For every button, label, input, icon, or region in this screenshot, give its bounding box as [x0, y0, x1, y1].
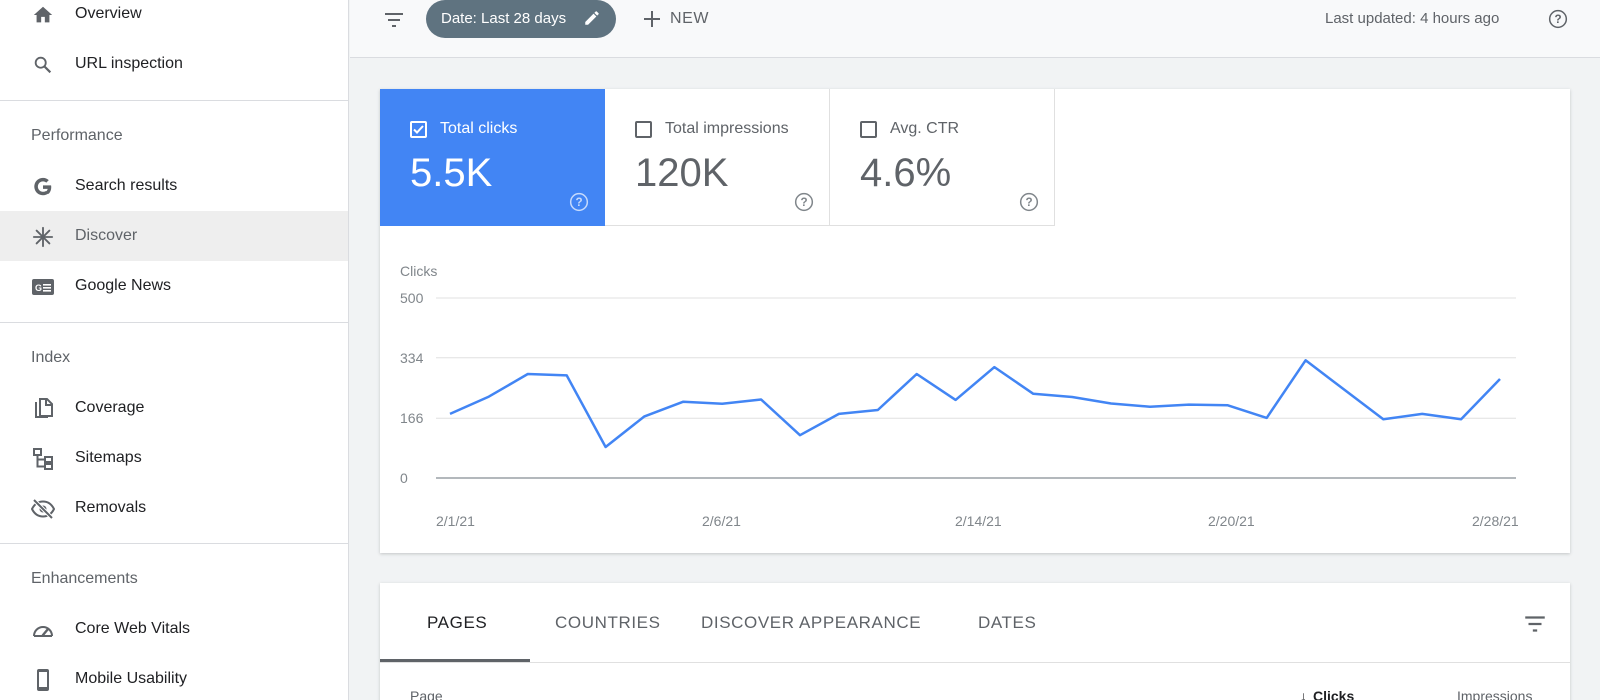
top-bar: Date: Last 28 days NEW Last updated: 4 h…: [350, 0, 1600, 58]
date-filter-chip[interactable]: Date: Last 28 days: [426, 0, 616, 38]
eye-off-icon: [31, 497, 55, 521]
svg-text:G: G: [35, 283, 42, 293]
checkbox-checked-icon[interactable]: [410, 121, 427, 138]
metric-label: Total clicks: [440, 120, 518, 137]
column-header-clicks-label: Clicks: [1313, 688, 1355, 700]
filter-icon[interactable]: [380, 6, 408, 34]
metric-label: Avg. CTR: [890, 120, 960, 137]
metric-total-clicks[interactable]: Total clicks 5.5K ?: [380, 89, 605, 226]
y-tick-label: 166: [400, 410, 424, 426]
sidebar-item-label: URL inspection: [75, 55, 183, 72]
metric-total-impressions[interactable]: Total impressions 120K ?: [605, 89, 830, 226]
search-icon: [31, 53, 55, 77]
table-filter-icon[interactable]: [1522, 611, 1548, 637]
sidebar-item-discover[interactable]: Discover: [0, 211, 348, 261]
help-icon[interactable]: ?: [1548, 9, 1568, 29]
section-heading-index: Index: [31, 349, 71, 366]
metric-label: Total impressions: [665, 120, 789, 137]
y-tick-label: 0: [400, 470, 408, 486]
phone-icon: [31, 668, 55, 692]
tab-countries[interactable]: COUNTRIES: [555, 612, 661, 632]
sidebar-item-sitemaps[interactable]: Sitemaps: [0, 433, 348, 483]
news-icon: G: [31, 275, 55, 299]
plus-icon: [640, 7, 664, 31]
sidebar-item-label: Coverage: [75, 399, 145, 416]
sidebar: Overview URL inspection Performance Sear…: [0, 0, 349, 700]
svg-text:?: ?: [575, 196, 582, 209]
sidebar-item-label: Removals: [75, 499, 147, 516]
column-header-clicks[interactable]: ↓ Clicks: [1300, 688, 1354, 700]
home-icon: [31, 3, 55, 27]
copy-pages-icon: [31, 397, 55, 421]
y-tick-label: 334: [400, 350, 424, 366]
x-tick-label: 2/20/21: [1208, 513, 1255, 529]
x-tick-label: 2/6/21: [702, 513, 741, 529]
sidebar-item-removals[interactable]: Removals: [0, 483, 348, 533]
y-tick-label: 500: [400, 290, 424, 306]
performance-chart-card: Total clicks 5.5K ? Total impressions 12…: [380, 89, 1570, 553]
svg-text:?: ?: [1554, 13, 1561, 26]
tab-dates[interactable]: DATES: [978, 612, 1037, 632]
sidebar-item-label: Sitemaps: [75, 449, 142, 466]
section-heading-enhancements: Enhancements: [31, 570, 138, 587]
sidebar-divider: [0, 543, 348, 544]
sidebar-item-core-web-vitals[interactable]: Core Web Vitals: [0, 604, 348, 654]
metric-value: 5.5K: [410, 151, 493, 195]
tab-discover-appearance[interactable]: DISCOVER APPEARANCE: [701, 612, 922, 632]
help-icon[interactable]: ?: [1019, 192, 1039, 212]
gauge-icon: [31, 618, 55, 642]
last-updated-text: Last updated: 4 hours ago: [1325, 10, 1500, 27]
x-tick-label: 2/28/21: [1472, 513, 1519, 529]
sidebar-item-label: Search results: [75, 177, 178, 194]
asterisk-icon: [31, 225, 55, 249]
tab-pages[interactable]: PAGES: [427, 612, 488, 632]
svg-text:?: ?: [1025, 196, 1032, 209]
sidebar-item-google-news[interactable]: G Google News: [0, 261, 348, 311]
sidebar-divider: [0, 100, 348, 101]
metric-value: 120K: [635, 151, 729, 195]
column-header-impressions[interactable]: Impressions: [1457, 688, 1533, 700]
sidebar-item-label: Core Web Vitals: [75, 620, 191, 637]
checkbox-unchecked-icon[interactable]: [635, 121, 652, 138]
sidebar-item-label: Mobile Usability: [75, 670, 188, 687]
sidebar-item-label: Discover: [75, 227, 138, 244]
sidebar-item-url-inspection[interactable]: URL inspection: [0, 39, 348, 89]
sidebar-divider: [0, 322, 348, 323]
checkbox-unchecked-icon[interactable]: [860, 121, 877, 138]
sidebar-item-label: Overview: [75, 5, 142, 22]
clicks-line-chart: Clicks 500 334 166 0 2/1/21 2/6/21 2/14/21 2/20…: [400, 264, 1519, 529]
date-filter-label: Date: Last 28 days: [441, 10, 567, 27]
sidebar-item-label: Google News: [75, 277, 172, 294]
svg-text:?: ?: [800, 196, 807, 209]
sidebar-item-mobile-usability[interactable]: Mobile Usability: [0, 654, 348, 700]
help-icon[interactable]: ?: [794, 192, 814, 212]
y-axis-label: Clicks: [400, 264, 437, 279]
tabs-divider: [380, 662, 1570, 663]
x-tick-label: 2/1/21: [436, 513, 475, 529]
sidebar-item-search-results[interactable]: Search results: [0, 161, 348, 211]
clicks-series-line[interactable]: [449, 359, 1501, 449]
new-filter-button[interactable]: NEW: [640, 0, 730, 38]
new-button-label: NEW: [670, 10, 710, 27]
google-g-icon: [31, 175, 55, 199]
sitemap-icon: [31, 447, 55, 471]
help-icon[interactable]: ?: [569, 192, 589, 212]
section-heading-performance: Performance: [31, 127, 123, 144]
metric-avg-ctr[interactable]: Avg. CTR 4.6% ?: [830, 89, 1055, 226]
data-table-card: PAGES COUNTRIES DISCOVER APPEARANCE DATE…: [380, 583, 1570, 700]
sidebar-item-overview[interactable]: Overview: [0, 0, 348, 39]
metric-value: 4.6%: [860, 151, 952, 195]
edit-icon: [583, 9, 601, 27]
sort-down-arrow-icon: ↓: [1300, 688, 1307, 700]
x-tick-label: 2/14/21: [955, 513, 1002, 529]
active-tab-indicator: [380, 659, 530, 662]
column-header-page[interactable]: Page: [410, 688, 443, 700]
sidebar-item-coverage[interactable]: Coverage: [0, 383, 348, 433]
